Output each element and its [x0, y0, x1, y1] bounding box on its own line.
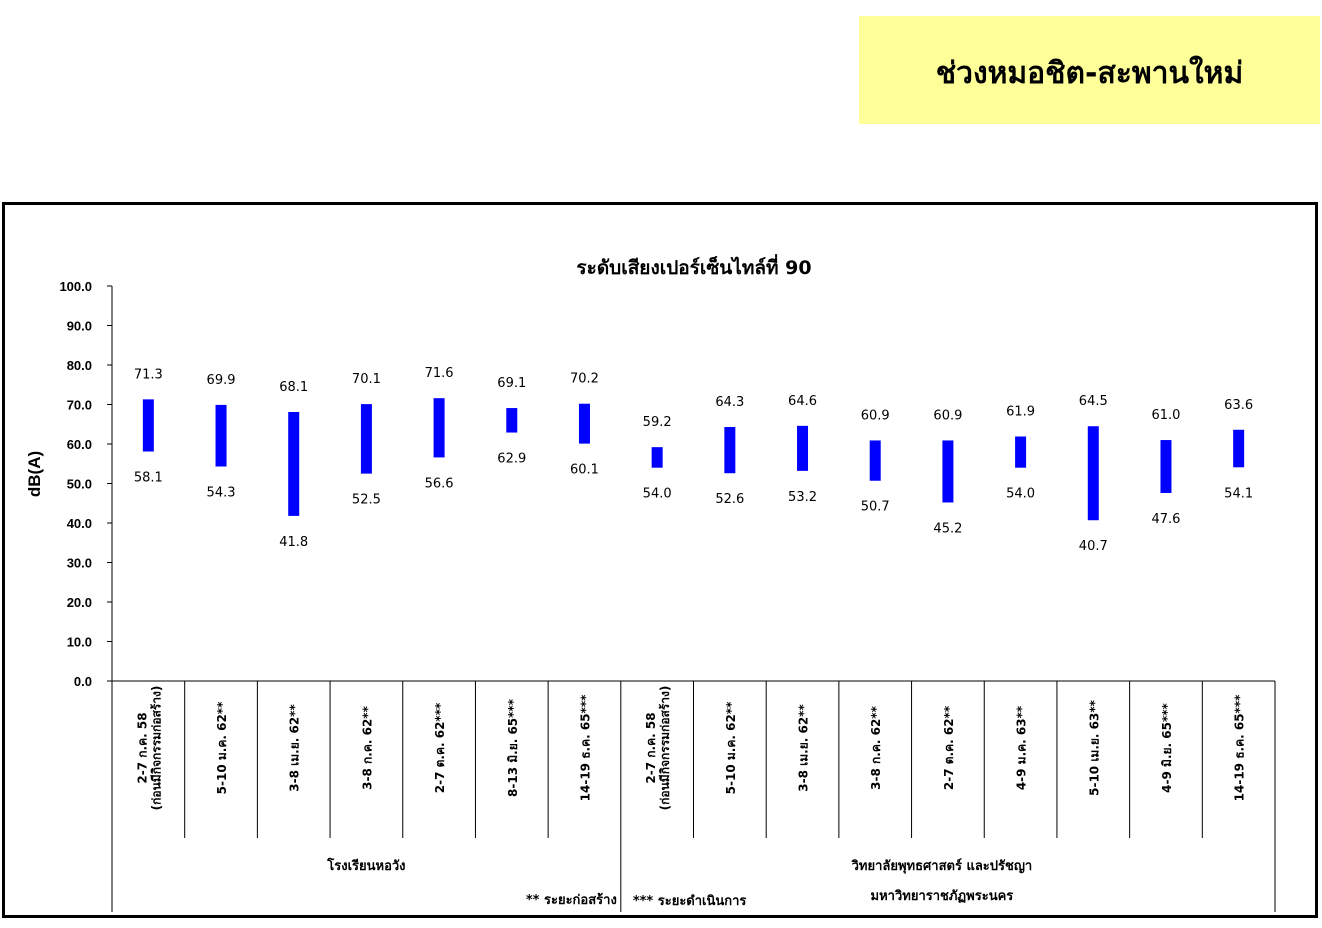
category-label: 2-7 ต.ค. 62*** — [433, 702, 447, 793]
max-value-label: 64.5 — [1079, 394, 1108, 409]
range-bar — [142, 399, 154, 452]
category-label: 4-9 มิ.ย. 65*** — [1160, 702, 1174, 792]
category-label: (ก่อนมีกิจกรรมก่อสร้าง) — [149, 686, 163, 811]
category-label: 5-10 เม.ย. 63** — [1087, 699, 1101, 796]
category-label: 14-19 ธ.ค. 65*** — [578, 694, 592, 801]
category-label: 3-8 เม.ย. 62** — [288, 704, 302, 792]
max-value-label: 63.6 — [1224, 398, 1253, 413]
min-value-label: 62.9 — [497, 452, 526, 467]
legend-note-operation: *** ระยะดำเนินการ — [633, 893, 747, 909]
min-value-label: 41.8 — [279, 535, 308, 550]
category-label: 3-8 เม.ย. 62** — [797, 704, 811, 792]
legend-note-construction: ** ระยะก่อสร้าง — [526, 892, 617, 908]
category-label: 4-9 ม.ค. 63** — [1015, 705, 1029, 790]
y-tick-label: 20.0 — [67, 595, 92, 610]
max-value-label: 64.3 — [715, 395, 744, 410]
y-tick-label: 0.0 — [74, 674, 92, 689]
range-bar — [869, 440, 881, 481]
range-bar — [1233, 429, 1245, 468]
range-bar — [506, 408, 518, 433]
min-value-label: 56.6 — [425, 476, 454, 491]
category-label: 5-10 ม.ค. 62** — [215, 701, 229, 794]
max-value-label: 60.9 — [861, 408, 890, 423]
min-value-label: 54.0 — [643, 487, 672, 502]
group-label: วิทยาลัยพุทธศาสตร์ และปรัชญา — [851, 858, 1032, 874]
range-bar — [360, 404, 372, 474]
min-value-label: 52.5 — [352, 493, 381, 508]
range-bar — [1160, 440, 1172, 493]
min-value-label: 53.2 — [788, 490, 817, 505]
min-value-label: 40.7 — [1079, 539, 1108, 554]
min-value-label: 60.1 — [570, 463, 599, 478]
min-value-label: 58.1 — [134, 471, 163, 486]
page-title: ช่วงหมอชิต-สะพานใหม่ — [935, 56, 1244, 91]
min-value-label: 50.7 — [861, 500, 890, 515]
y-tick-label: 80.0 — [67, 358, 92, 373]
max-value-label: 60.9 — [933, 408, 962, 423]
max-value-label: 71.6 — [425, 366, 454, 381]
chart-frame — [2, 202, 1318, 918]
range-bar — [215, 404, 227, 467]
range-bar — [724, 427, 736, 474]
category-label: 3-8 ก.ค. 62** — [360, 705, 374, 789]
range-bar — [433, 398, 445, 458]
category-label: (ก่อนมีกิจกรรมก่อสร้าง) — [658, 686, 672, 811]
max-value-label: 69.9 — [207, 373, 236, 388]
min-value-label: 47.6 — [1151, 512, 1180, 527]
max-value-label: 59.2 — [643, 415, 672, 430]
y-tick-label: 10.0 — [67, 635, 92, 650]
y-tick-label: 60.0 — [67, 437, 92, 452]
page-title-box: ช่วงหมอชิต-สะพานใหม่ — [859, 16, 1320, 124]
range-bar — [288, 412, 300, 516]
min-value-label: 54.1 — [1224, 486, 1253, 501]
max-value-label: 61.9 — [1006, 404, 1035, 419]
range-bar — [651, 447, 663, 468]
max-value-label: 68.1 — [279, 380, 308, 395]
range-bar — [578, 403, 590, 444]
max-value-label: 69.1 — [497, 376, 526, 391]
category-label: 3-8 ก.ค. 62** — [869, 705, 883, 789]
chart-title: ระดับเสียงเปอร์เซ็นไทล์ที่ 90 — [576, 254, 811, 279]
range-bar — [1087, 426, 1099, 521]
range-bar — [797, 425, 809, 471]
max-value-label: 70.2 — [570, 372, 599, 387]
group-label: มหาวิทยาราชภัฏพระนคร — [871, 889, 1014, 904]
range-bar — [942, 440, 954, 503]
category-label: 8-13 มิ.ย. 65*** — [506, 698, 520, 797]
y-tick-label: 50.0 — [67, 477, 92, 492]
range-bar — [1015, 436, 1027, 468]
min-value-label: 45.2 — [933, 521, 962, 536]
min-value-label: 54.0 — [1006, 487, 1035, 502]
category-label: 2-7 ก.ค. 58 — [135, 712, 149, 783]
max-value-label: 61.0 — [1151, 408, 1180, 423]
max-value-label: 71.3 — [134, 367, 163, 382]
category-label: 14-19 ธ.ค. 65*** — [1233, 694, 1247, 801]
y-tick-label: 70.0 — [67, 398, 92, 413]
y-tick-label: 90.0 — [67, 319, 92, 334]
y-axis-label: dB(A) — [25, 451, 44, 497]
category-label: 2-7 ก.ค. 58 — [644, 712, 658, 783]
category-label: 5-10 ม.ค. 62** — [724, 701, 738, 794]
category-label: 2-7 ต.ค. 62** — [942, 705, 956, 790]
max-value-label: 64.6 — [788, 394, 817, 409]
group-label: โรงเรียนหอวัง — [326, 857, 405, 874]
y-tick-label: 40.0 — [67, 516, 92, 531]
y-tick-label: 100.0 — [59, 279, 92, 294]
min-value-label: 54.3 — [207, 486, 236, 501]
y-tick-label: 30.0 — [67, 556, 92, 571]
min-value-label: 52.6 — [715, 492, 744, 507]
max-value-label: 70.1 — [352, 372, 381, 387]
